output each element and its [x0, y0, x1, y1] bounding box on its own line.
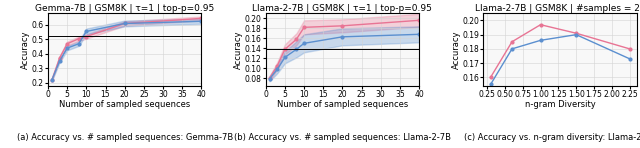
Title: Llama-2-7B | GSM8K | τ=1 | top-p=0.95: Llama-2-7B | GSM8K | τ=1 | top-p=0.95: [252, 4, 433, 13]
Text: (b) Accuracy vs. # sampled sequences: Llama-2-7B: (b) Accuracy vs. # sampled sequences: Ll…: [234, 133, 451, 142]
Text: (c) Accuracy vs. n-gram diversity: Llama-2-7B: (c) Accuracy vs. n-gram diversity: Llama…: [464, 133, 640, 142]
Y-axis label: Accuracy: Accuracy: [452, 30, 461, 69]
X-axis label: Number of sampled sequences: Number of sampled sequences: [59, 100, 190, 109]
Title: Llama-2-7B | GSM8K | #samples = 20: Llama-2-7B | GSM8K | #samples = 20: [475, 4, 640, 13]
X-axis label: n-gram Diversity: n-gram Diversity: [525, 100, 595, 109]
Y-axis label: Accuracy: Accuracy: [21, 30, 30, 69]
Text: (a) Accuracy vs. # sampled sequences: Gemma-7B: (a) Accuracy vs. # sampled sequences: Ge…: [17, 133, 233, 142]
X-axis label: Number of sampled sequences: Number of sampled sequences: [276, 100, 408, 109]
Y-axis label: Accuracy: Accuracy: [234, 30, 243, 69]
Title: Gemma-7B | GSM8K | τ=1 | top-p=0.95: Gemma-7B | GSM8K | τ=1 | top-p=0.95: [35, 4, 214, 13]
